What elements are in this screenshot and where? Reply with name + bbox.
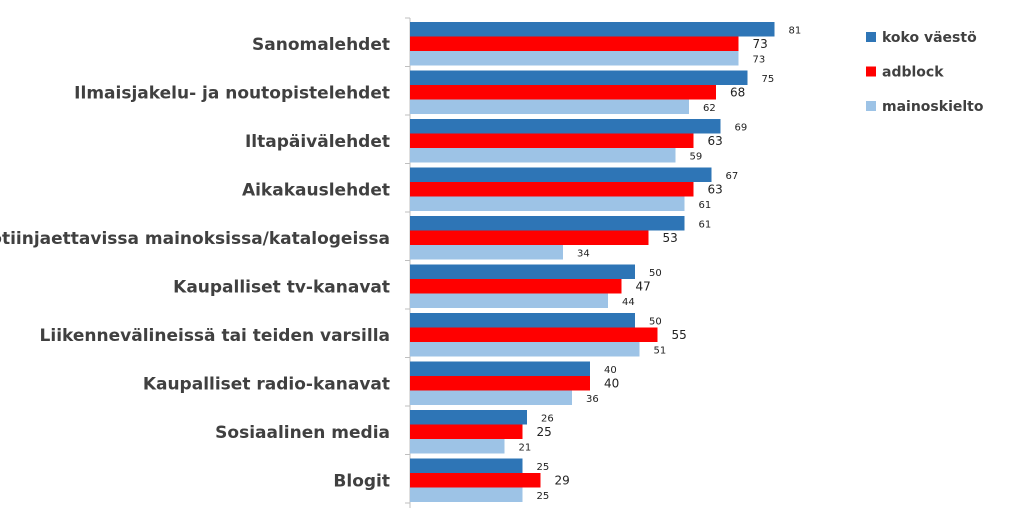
data-label: 59 [690,151,703,162]
legend-swatch [866,66,876,77]
data-label: 62 [703,103,716,114]
bar [410,36,739,51]
bar [410,167,712,182]
bar [410,390,572,405]
bar [410,410,527,425]
data-label: 73 [753,37,768,51]
data-label: 63 [708,182,723,196]
legend-label: koko väestö [882,30,977,46]
bar [410,473,541,488]
data-label: 44 [622,297,635,308]
legend-swatch [866,101,876,111]
category-label: Kaupalliset radio-kanavat [143,374,390,394]
bar [410,458,523,473]
data-label: 63 [708,134,723,148]
bar [410,85,716,100]
category-label: Blogit [333,471,390,491]
category-label: Ilmaisjakelu- ja noutopistelehdet [74,83,390,103]
bar [410,133,694,148]
bar [410,342,640,357]
legend-label: mainoskielto [882,99,984,115]
data-label: 68 [730,85,745,99]
bar [410,245,563,260]
data-label: 25 [537,462,550,473]
data-label: 55 [672,328,687,342]
category-label: Kaupalliset tv-kanavat [173,277,390,297]
category-label: Liikennevälineissä tai teiden varsilla [40,326,390,346]
data-label: 81 [789,25,802,36]
data-label: 47 [636,279,651,293]
data-label: 69 [735,122,748,133]
data-label: 51 [654,345,667,356]
data-label: 25 [537,491,550,502]
data-label: 67 [726,171,739,182]
bar [410,313,635,328]
bar [410,327,658,342]
bar [410,148,676,163]
bar [410,196,685,211]
data-label: 50 [649,268,662,279]
data-label: 61 [699,219,712,230]
bar [410,487,523,502]
data-label: 25 [537,425,552,439]
data-label: 36 [586,394,599,405]
data-label: 53 [663,231,678,245]
data-label: 40 [604,376,619,390]
data-label: 34 [577,248,590,259]
bar [410,119,721,134]
bar [410,293,608,308]
category-label: Kotiinjaettavissa mainoksissa/katalogeis… [0,229,390,249]
data-label: 26 [541,413,554,424]
bar [410,424,523,439]
bar [410,99,689,114]
bar [410,439,505,454]
bar [410,22,775,37]
bar [410,182,694,197]
bar [410,376,590,391]
bar [410,216,685,231]
bar [410,230,649,245]
data-label: 75 [762,74,775,85]
bar [410,51,739,66]
legend-label: adblock [882,65,944,81]
data-label: 50 [649,316,662,327]
data-label: 73 [753,54,766,65]
data-label: 61 [699,200,712,211]
category-label: Aikakauslehdet [242,180,390,200]
legend-swatch [866,32,876,42]
category-label: Iltapäivälehdet [245,132,390,152]
data-label: 40 [604,365,617,376]
bar [410,279,622,294]
bar [410,361,590,376]
data-label: 29 [555,473,570,487]
category-label: Sanomalehdet [252,35,390,55]
bar [410,70,748,85]
bar [410,264,635,279]
category-label: Sosiaalinen media [215,423,390,443]
data-label: 21 [519,442,532,453]
